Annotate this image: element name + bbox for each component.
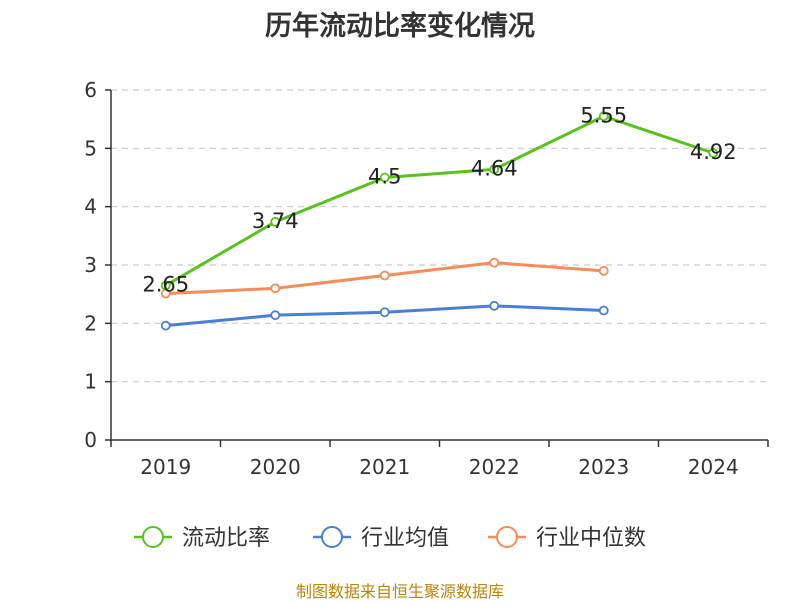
- y-tick-label-3: 3: [84, 253, 97, 277]
- data-label-2021: 4.5: [368, 165, 401, 189]
- data-point-1-2022: [489, 164, 500, 175]
- y-tick-label-6: 6: [84, 78, 97, 102]
- series-3: [160, 257, 609, 299]
- legend-item-2: 行业均值: [313, 526, 449, 551]
- data-point-3-2021: [379, 270, 390, 281]
- data-point-2-2019: [160, 320, 171, 331]
- data-point-1-2023: [598, 111, 609, 122]
- data-labels: 2.65 3.74 4.5 4.64 5.55 4.92: [142, 103, 736, 296]
- series-1: [160, 111, 719, 291]
- data-point-1-2024: [708, 148, 719, 158]
- y-tick-label-5: 5: [84, 136, 97, 160]
- y-tick-label-1: 1: [84, 370, 97, 394]
- series-line-1: [164, 114, 714, 287]
- data-point-2-2020: [270, 310, 281, 321]
- legend-label-3: 行业中位数: [536, 526, 646, 551]
- series-2: [160, 300, 609, 331]
- data-point-2-2022: [489, 300, 500, 311]
- data-point-1-2020: [270, 216, 281, 227]
- x-tick-label-2023: 2023: [578, 455, 629, 479]
- data-label-2022: 4.64: [471, 156, 518, 180]
- data-point-3-2023: [598, 265, 609, 276]
- data-point-1-2021: [379, 172, 390, 183]
- data-point-2-2023: [598, 305, 609, 316]
- x-tick-label-2021: 2021: [359, 455, 410, 479]
- legend: 流动比率 行业均值 行业中位数: [134, 526, 646, 551]
- legend-marker-2: [321, 526, 343, 548]
- legend-label-2: 行业均值: [361, 526, 449, 551]
- axes: 0 1 2 3 4 5 6 2019 2020 2021 2022 2023 2024: [84, 78, 769, 479]
- chart-title: 历年流动比率变化情况: [265, 11, 535, 42]
- x-tick-label-2024: 2024: [688, 455, 739, 479]
- legend-marker-3: [496, 526, 518, 548]
- grid-lines: [111, 89, 768, 383]
- data-label-2019: 2.65: [142, 272, 189, 296]
- data-label-2023: 5.55: [580, 103, 627, 127]
- legend-label-1: 流动比率: [182, 526, 270, 551]
- data-point-1-2019: [160, 280, 171, 291]
- data-point-3-2022: [489, 257, 500, 268]
- source-note: 制图数据来自恒生聚源数据库: [295, 582, 504, 601]
- series-layer: [160, 111, 719, 331]
- data-label-2020: 3.74: [252, 209, 299, 233]
- data-point-2-2021: [379, 307, 390, 318]
- y-tick-label-4: 4: [84, 195, 97, 219]
- y-tick-label-0: 0: [84, 428, 97, 452]
- legend-marker-1: [142, 526, 164, 548]
- data-label-2024: 4.92: [690, 140, 737, 164]
- legend-item-1: 流动比率: [134, 526, 270, 551]
- data-point-3-2020: [270, 283, 281, 294]
- x-tick-label-2020: 2020: [250, 455, 301, 479]
- x-tick-label-2022: 2022: [469, 455, 520, 479]
- y-tick-label-2: 2: [84, 311, 97, 335]
- x-tick-label-2019: 2019: [140, 455, 191, 479]
- legend-item-3: 行业中位数: [488, 526, 646, 551]
